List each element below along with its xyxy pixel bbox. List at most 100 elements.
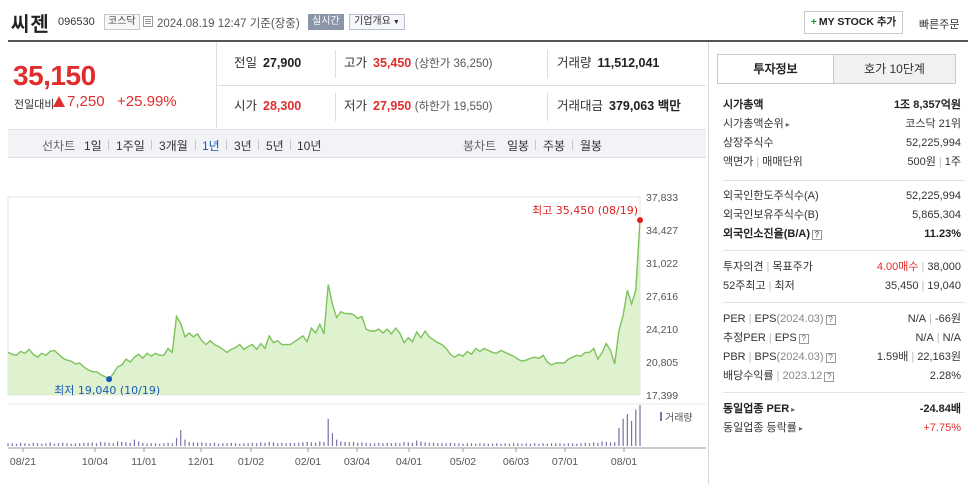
separator: [151, 140, 152, 150]
volume-bar: [28, 443, 30, 446]
help-icon[interactable]: ?: [825, 353, 836, 363]
opinion-value: 4.00매수: [876, 261, 919, 273]
market-badge: 코스닥: [104, 14, 140, 30]
volume-bar: [277, 443, 279, 446]
volume-bar: [576, 443, 578, 446]
foreign-ratio-value: 11.23%: [924, 228, 961, 240]
cap-rank-label-wrap[interactable]: 시가총액순위 ▸: [723, 115, 790, 134]
period-5y[interactable]: 5년: [266, 139, 284, 153]
par-label: 액면가: [723, 156, 754, 168]
volume-bar: [251, 442, 253, 446]
amount-label: 거래대금: [557, 99, 604, 113]
volume-bar: [108, 442, 110, 446]
shares-row: 상장주식수 52,225,994: [723, 134, 965, 152]
sector-per-link[interactable]: 동일업종 PER ▸: [723, 400, 795, 419]
candle-monthly[interactable]: 월봉: [580, 139, 603, 153]
period-1d[interactable]: 1일: [84, 139, 102, 153]
separator: [226, 140, 227, 150]
volume-bar: [567, 443, 569, 446]
stock-name[interactable]: 씨젠: [11, 12, 50, 36]
volume-bar: [243, 443, 245, 446]
help-icon[interactable]: ?: [824, 372, 835, 382]
volume-bar: [479, 443, 481, 446]
quote-datetime: 2024.08.19 12:47 기준(장중): [157, 18, 300, 30]
w52-high-label: 52주최고: [723, 280, 766, 292]
volume-bar: [133, 439, 135, 446]
shares-label: 상장주식수: [723, 137, 774, 149]
period-3m[interactable]: 3개월: [159, 139, 188, 153]
volume-bar: [386, 442, 388, 446]
volume-bar: [79, 443, 81, 446]
period-10y[interactable]: 10년: [297, 139, 322, 153]
dividend-period: 2023.12: [782, 370, 823, 382]
help-icon[interactable]: ?: [812, 230, 822, 240]
candle-weekly[interactable]: 주봉: [543, 139, 566, 153]
candle-chart-label: 봉차트: [463, 139, 497, 153]
high-label: 고가: [344, 56, 368, 70]
volume-bar: [588, 443, 591, 446]
volume-bar: [437, 443, 439, 446]
market-cap-row: 시가총액 1조 8,357억원: [723, 96, 965, 114]
volume-legend-swatch: [660, 412, 662, 421]
high-value: 35,450: [373, 56, 412, 70]
foreign-limit-row: 외국인한도주식수(A) 52,225,994: [723, 187, 965, 205]
volume-bar: [622, 418, 624, 446]
market-cap-label: 시가총액: [723, 99, 764, 111]
volume-bar: [369, 443, 371, 446]
price-summary: 35,150 전일대비 7,250 +25.99%: [8, 42, 217, 128]
candle-daily[interactable]: 일봉: [507, 139, 530, 153]
volume-bar: [630, 420, 633, 446]
volume-bar: [441, 443, 443, 446]
cap-rank-value: 코스닥 21위: [905, 118, 961, 130]
period-3y[interactable]: 3년: [234, 139, 252, 153]
volume-value: 11,512,041: [597, 56, 660, 70]
pbr-row: PBR | BPS(2024.03)? 1.59배 | 22,163원: [723, 351, 961, 363]
volume-bar: [7, 443, 9, 446]
volume-bar: [15, 443, 18, 446]
help-icon[interactable]: ?: [798, 334, 809, 344]
volume-bar: [470, 443, 473, 446]
period-1y[interactable]: 1년: [202, 139, 220, 153]
volume-bar: [205, 442, 207, 446]
realtime-badge[interactable]: 실시간: [308, 14, 344, 30]
mystock-add-button[interactable]: + MY STOCK 추가: [804, 11, 903, 34]
divider: [335, 50, 336, 78]
chart-period-bar: 선차트 1일 1주일 3개월 1년 3년 5년 10년 봉차트 일봉 주봉 월봉: [8, 129, 706, 158]
sector-per-label: 동일업종 PER: [723, 403, 790, 415]
volume-bar: [352, 441, 355, 446]
volume-bar: [272, 442, 275, 446]
volume-bar: [563, 443, 565, 446]
volume-bar: [331, 433, 334, 446]
quick-order-link[interactable]: 빠른주문: [919, 19, 960, 31]
sector-per-value: -24.84배: [919, 403, 961, 415]
volume-bar: [234, 443, 237, 446]
period-1w[interactable]: 1주일: [116, 139, 145, 153]
tab-order-book[interactable]: 호가 10단계: [833, 54, 956, 84]
volume-bar: [255, 443, 258, 446]
foreign-ratio-label: 외국인소진율(B/A): [723, 228, 810, 240]
volume-bar: [336, 439, 338, 446]
volume-bar: [197, 442, 199, 446]
tab-investment-info[interactable]: 투자정보: [717, 54, 834, 84]
volume-bar: [154, 443, 157, 446]
volume-bar: [399, 443, 401, 446]
prev-close-cell: 전일 27,900: [234, 42, 301, 85]
volume-bar: [146, 443, 148, 446]
w52-row: 52주최고 | 최저 35,450 | 19,040: [723, 280, 961, 292]
upper-limit: (상한가 36,250): [414, 58, 493, 70]
price-chart[interactable]: 37,833 34,427 31,022 27,616 24,210 20,805 17,3…: [0, 160, 706, 484]
volume-bar: [83, 442, 85, 446]
help-icon[interactable]: ?: [825, 315, 836, 325]
cap-rank-label: 시가총액순위: [723, 118, 784, 130]
investment-info-panel: 투자정보 호가 10단계 시가총액 1조 8,357억원 시가총액순위 ▸ 코스닥…: [708, 42, 976, 484]
volume-bar: [534, 443, 536, 446]
volume-bar: [239, 443, 241, 446]
sector-change-row: 동일업종 등락률 ▸ +7.75%: [723, 419, 965, 437]
volume-bar: [348, 442, 350, 446]
par-unit-row: 액면가 | 매매단위 500원 | 1주: [723, 156, 961, 168]
company-overview-dropdown[interactable]: 기업개요 ▼: [349, 14, 405, 30]
volume-bar: [454, 443, 456, 446]
per-period: (2024.03): [776, 313, 824, 325]
foreign-hold-label: 외국인보유주식수(B): [723, 209, 819, 221]
volume-bar: [483, 443, 485, 446]
